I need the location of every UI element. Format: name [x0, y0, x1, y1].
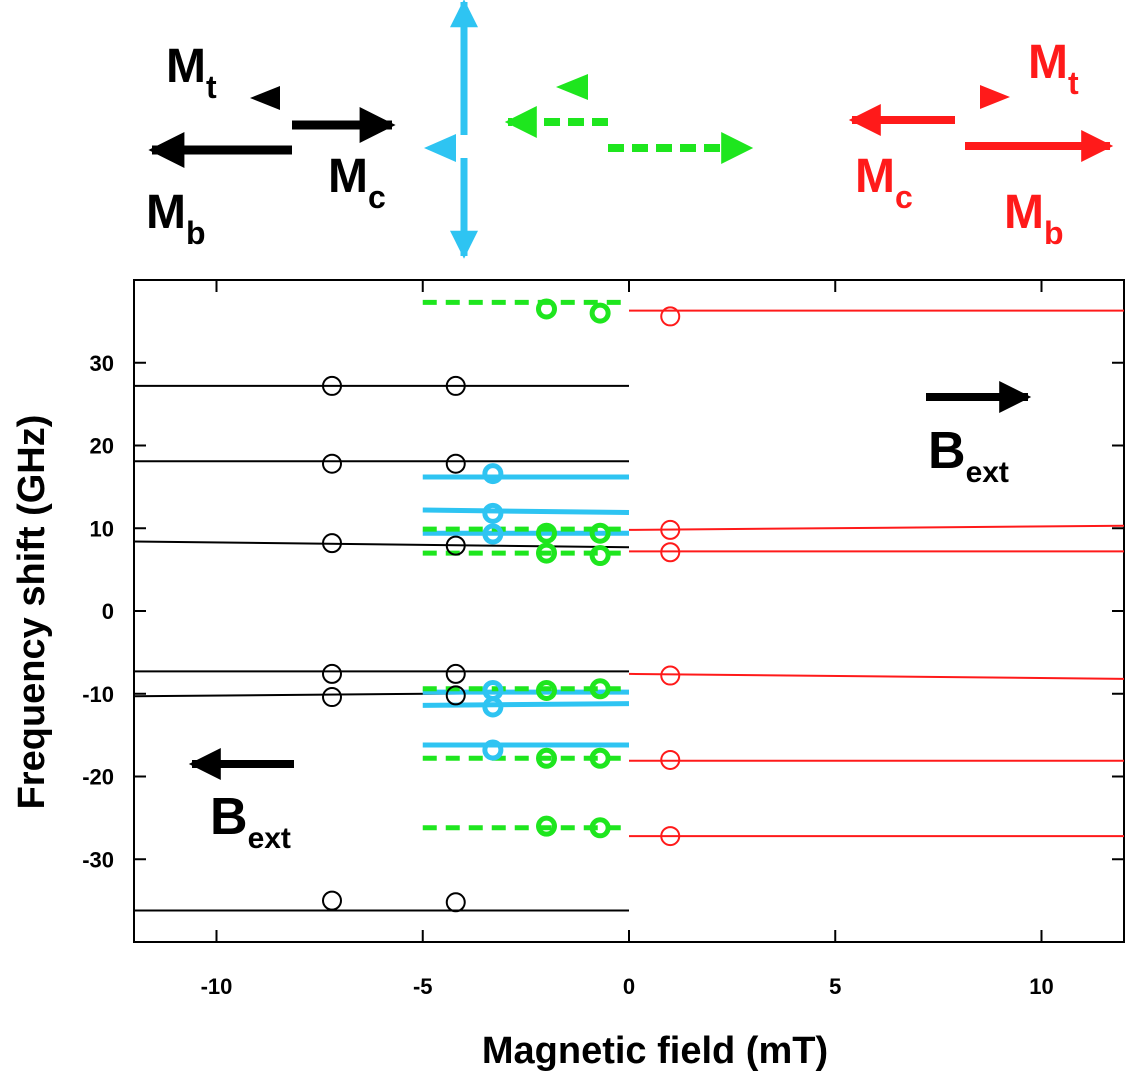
label-mb-black: Mb — [146, 186, 206, 251]
arrowhead-mt-black — [250, 86, 280, 110]
x-tick-label: 5 — [829, 974, 841, 999]
cyan-data-point-0 — [482, 463, 504, 485]
y-tick-label: 20 — [90, 434, 114, 459]
label-mt-black: Mt — [166, 40, 217, 105]
bext-left-annotation: Bext — [188, 748, 294, 855]
green-data-point-1 — [589, 302, 611, 324]
label-mc-red: Mc — [855, 150, 913, 215]
black-data-point-10 — [322, 890, 342, 911]
green-data-point-2 — [536, 522, 557, 544]
cyan-data-point-4 — [482, 696, 504, 718]
bext-left-label: Bext — [210, 788, 291, 855]
green-data-point-5 — [589, 545, 611, 567]
green-data-point-10 — [536, 815, 557, 837]
black-data-point-7 — [445, 663, 466, 684]
schematic-black: Mt Mc Mb — [146, 40, 396, 251]
red-data-point-3 — [660, 665, 681, 686]
black-data-point-11 — [445, 892, 466, 913]
schematic-green — [504, 74, 754, 164]
y-tick-label: -10 — [82, 682, 114, 707]
green-data-point-6 — [536, 679, 557, 701]
cyan-data-point-2 — [482, 523, 504, 545]
green-data-point-7 — [589, 678, 611, 700]
x-axis-title: Magnetic field (mT) — [482, 1030, 828, 1072]
series-points — [322, 298, 681, 913]
red-data-point-1 — [660, 519, 681, 540]
red-data-point-5 — [660, 826, 681, 847]
black-data-point-3 — [445, 453, 466, 474]
y-tick-label: 30 — [90, 351, 114, 376]
y-tick-label: -30 — [82, 847, 114, 872]
cyan-fit-line-1 — [422, 507, 630, 516]
green-data-point-3 — [589, 522, 611, 544]
black-data-point-2 — [322, 453, 342, 474]
y-tick-label: 10 — [90, 516, 114, 541]
black-data-point-4 — [322, 533, 342, 554]
label-mt-red: Mt — [1028, 36, 1079, 101]
black-data-point-6 — [322, 663, 342, 684]
green-data-point-0 — [536, 298, 557, 320]
red-data-point-4 — [660, 749, 681, 770]
green-data-point-8 — [536, 747, 557, 769]
schematic-red: Mt Mc Mb — [848, 36, 1114, 251]
x-tick-label: -5 — [413, 974, 433, 999]
bext-right-label: Bext — [928, 422, 1009, 489]
black-data-point-1 — [445, 375, 466, 396]
label-mc-black: Mc — [328, 150, 386, 215]
x-tick-label: -10 — [201, 974, 233, 999]
arrowhead-green-small — [556, 74, 588, 100]
axis-ticks: -10 -5 0 5 10 -30 -20 -10 0 10 20 30 — [82, 280, 1124, 999]
red-data-point-2 — [660, 542, 681, 563]
green-data-point-4 — [536, 542, 557, 564]
cyan-data-point-1 — [482, 502, 504, 524]
y-tick-label: 0 — [102, 599, 114, 624]
bext-right-annotation: Bext — [926, 381, 1032, 489]
red-data-point-0 — [660, 306, 681, 327]
green-data-point-11 — [589, 817, 611, 839]
black-data-point-0 — [322, 375, 342, 396]
green-data-point-9 — [589, 747, 611, 769]
arrowhead-cyan-left — [424, 134, 456, 162]
x-tick-label: 10 — [1029, 974, 1053, 999]
cyan-data-point-5 — [482, 739, 504, 761]
arrowhead-mt-red — [980, 85, 1010, 109]
red-fit-line-1 — [628, 524, 1125, 531]
red-fit-line-3 — [628, 672, 1125, 680]
black-data-point-8 — [322, 687, 342, 708]
black-data-point-5 — [445, 535, 466, 556]
y-axis-title: Frequency shift (GHz) — [11, 415, 53, 810]
black-data-point-9 — [445, 685, 466, 706]
black-fit-line-2 — [133, 540, 630, 549]
label-mb-red: Mb — [1004, 186, 1064, 251]
schematic-cyan — [424, 0, 478, 259]
x-tick-label: 0 — [623, 974, 635, 999]
y-tick-label: -20 — [82, 765, 114, 790]
